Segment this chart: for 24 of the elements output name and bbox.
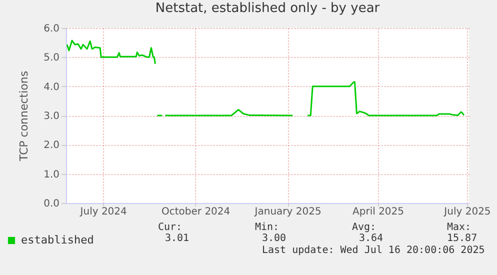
y-tick-label: 3.0 xyxy=(44,111,60,122)
x-tick-label: July 2024 xyxy=(79,206,127,218)
y-tick-label: 1.0 xyxy=(44,169,60,180)
y-tick-label: 6.0 xyxy=(44,24,60,34)
x-tick-label: January 2025 xyxy=(254,206,322,218)
y-axis-title: TCP connections xyxy=(18,70,31,162)
text: 3.01 xyxy=(165,233,190,244)
text: Min: xyxy=(255,222,280,233)
y-tick-label: 0.0 xyxy=(44,198,60,210)
x-tick-label: July 2025 xyxy=(443,206,491,218)
text: Avg: xyxy=(352,222,376,233)
y-tick-label: 5.0 xyxy=(44,52,60,64)
text: Last update: Wed Jul 16 20:00:06 2025 xyxy=(262,245,485,256)
text: Max: xyxy=(447,222,472,233)
legend-label: established xyxy=(21,234,94,246)
y-tick-label: 2.0 xyxy=(44,140,60,152)
text: 15.87 xyxy=(447,233,478,244)
text: 3.00 xyxy=(262,233,286,244)
y-tick-label: 4.0 xyxy=(44,82,60,93)
x-tick-label: October 2024 xyxy=(161,206,230,218)
text: 3.64 xyxy=(359,233,384,244)
x-tick-label: April 2025 xyxy=(352,206,404,218)
chart-title: Netstat, established only - by year xyxy=(155,1,380,16)
text: Cur: xyxy=(158,222,182,233)
